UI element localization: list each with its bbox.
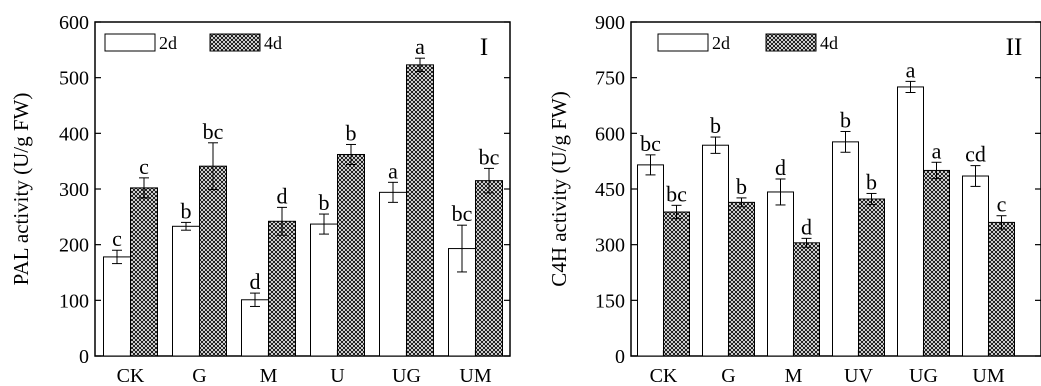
x-tick-label: UM [972, 365, 1004, 386]
y-tick-label: 500 [59, 68, 89, 90]
y-ticks: 0 150 300 450 600 750 900 [595, 12, 1041, 368]
y-tick-label: 0 [615, 346, 625, 368]
significance-label: d [801, 214, 812, 239]
legend-swatch-4d [209, 33, 261, 52]
significance-label: c [997, 192, 1007, 217]
bar [988, 221, 1015, 357]
significance-label: b [736, 174, 747, 199]
bar [637, 164, 664, 357]
legend: 2d 4d [104, 33, 282, 53]
x-tick-label: M [260, 365, 278, 386]
bar [832, 141, 859, 357]
y-tick-label: 600 [595, 123, 625, 145]
panel-label: II [1006, 34, 1023, 61]
significance-label: bc [666, 181, 687, 206]
bar [130, 187, 158, 357]
significance-label: a [388, 158, 398, 183]
x-ticks: CK G M U UG UM [117, 350, 492, 386]
significance-label: a [415, 34, 425, 59]
y-ticks: 0 100 200 300 400 500 600 [59, 12, 510, 368]
x-tick-label: U [330, 365, 345, 386]
bar [728, 201, 755, 357]
legend: 2d 4d [657, 33, 838, 53]
significance-label: b [181, 198, 192, 223]
y-tick-label: 150 [595, 290, 625, 312]
significance-label: a [932, 138, 942, 163]
bar [337, 153, 365, 357]
significance-label: bc [479, 144, 500, 169]
bar [702, 144, 729, 357]
significance-label: c [139, 154, 149, 179]
significance-label: b [319, 190, 330, 215]
bar [103, 256, 131, 357]
significance-label: b [710, 113, 721, 138]
bar [379, 191, 407, 357]
legend-label-2d: 2d [712, 33, 730, 53]
y-tick-label: 300 [595, 235, 625, 257]
significance-label: d [277, 183, 288, 208]
bar [241, 299, 269, 357]
bar [767, 191, 794, 357]
x-tick-label: UG [909, 365, 938, 386]
bar [793, 242, 820, 357]
significance-label: a [906, 57, 916, 82]
y-axis-label: PAL activity (U/g FW) [9, 93, 33, 286]
legend-swatch-2d [104, 33, 156, 52]
y-tick-label: 450 [595, 179, 625, 201]
bar [923, 169, 950, 357]
x-tick-label: CK [650, 365, 678, 386]
y-tick-label: 100 [59, 290, 89, 312]
x-tick-label: G [721, 365, 735, 386]
significance-label: bc [452, 201, 473, 226]
y-tick-label: 200 [59, 235, 89, 257]
bar [663, 211, 690, 357]
x-tick-label: UV [844, 365, 873, 386]
legend-label-2d: 2d [159, 33, 177, 53]
bar [199, 165, 227, 357]
x-tick-label: UG [392, 365, 421, 386]
y-tick-label: 750 [595, 68, 625, 90]
significance-label: b [840, 107, 851, 132]
x-tick-label: M [785, 365, 803, 386]
x-tick-label: UM [459, 365, 491, 386]
significance-label: c [112, 226, 122, 251]
y-tick-label: 300 [59, 179, 89, 201]
significance-label: b [866, 169, 877, 194]
x-tick-label: G [192, 365, 206, 386]
y-tick-label: 400 [59, 123, 89, 145]
bar [475, 180, 503, 357]
bar [406, 64, 434, 357]
bar-group: c c b bc d d b b a a bc bc [103, 34, 503, 357]
x-ticks: CK G M UV UG UM [650, 350, 1005, 386]
bar [897, 86, 924, 357]
significance-label: b [346, 120, 357, 145]
legend-swatch-4d [765, 33, 817, 52]
significance-label: cd [965, 142, 986, 167]
legend-swatch-2d [657, 33, 709, 52]
significance-label: bc [640, 131, 661, 156]
y-axis-label: C4H activity (U/g FW) [547, 91, 571, 286]
significance-label: d [250, 269, 261, 294]
y-tick-label: 900 [595, 12, 625, 34]
bar [858, 198, 885, 357]
x-tick-label: CK [117, 365, 145, 386]
bar [172, 225, 200, 357]
significance-label: bc [203, 119, 224, 144]
bar [962, 175, 989, 357]
y-tick-label: 0 [79, 346, 89, 368]
panel-label: I [480, 34, 488, 61]
pal-activity-chart: 0 100 200 300 400 500 600 c c b bc d d b b a a bc bc CK G M… [9, 12, 511, 386]
bar [310, 223, 338, 357]
legend-label-4d: 4d [820, 33, 838, 53]
significance-label: d [775, 155, 786, 180]
y-tick-label: 600 [59, 12, 89, 34]
bar [268, 220, 296, 357]
legend-label-4d: 4d [264, 33, 282, 53]
